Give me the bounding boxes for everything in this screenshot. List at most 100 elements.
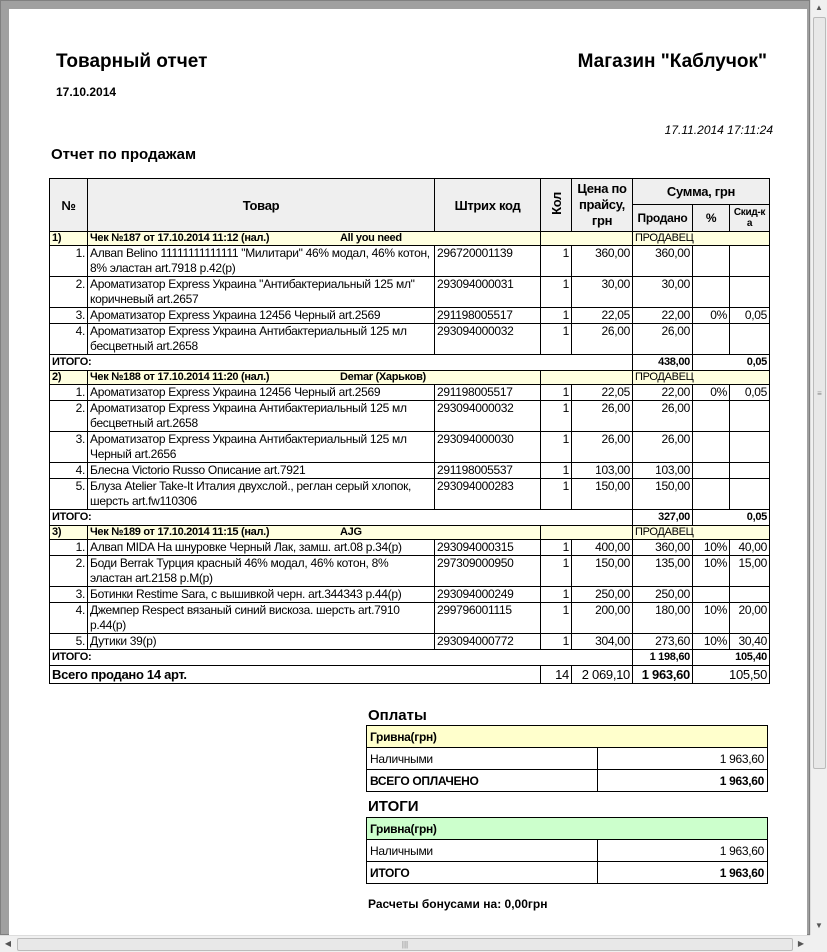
item-discount-pct — [692, 400, 730, 432]
item-discount-pct — [692, 586, 730, 603]
item-index: 3. — [49, 586, 88, 603]
item-index: 4. — [49, 602, 88, 634]
receipt-title: Чек №188 от 17.10.2014 11:20 (нал.) — [90, 371, 270, 383]
item-index: 2. — [49, 276, 88, 308]
col-num: № — [49, 178, 88, 232]
item-index: 1. — [49, 245, 88, 277]
receipt-header-row: 2) Чек №188 от 17.10.2014 11:20 (нал.) Dem… — [49, 370, 770, 385]
item-discount: 20,00 — [729, 602, 770, 634]
grand-total-row: Всего продано 14 арт. 14 2 069,10 1 963,60 1… — [49, 665, 770, 684]
item-discount — [729, 245, 770, 277]
item-price: 26,00 — [571, 323, 633, 355]
item-price: 400,00 — [571, 539, 633, 556]
item-qty: 1 — [540, 555, 572, 587]
scroll-up-icon[interactable]: ▲ — [815, 3, 823, 12]
item-barcode: 293094000030 — [434, 431, 541, 463]
total-discount: 0,05 — [692, 509, 770, 526]
item-qty: 1 — [540, 539, 572, 556]
item-discount-pct — [692, 276, 730, 308]
item-price: 103,00 — [571, 462, 633, 479]
item-discount-pct: 10% — [692, 633, 730, 650]
item-qty: 1 — [540, 462, 572, 479]
bonus-info: Расчеты бонусами на: 0,00грн — [368, 897, 548, 911]
item-index: 4. — [49, 462, 88, 479]
item-price: 26,00 — [571, 400, 633, 432]
item-discount-pct: 0% — [692, 307, 730, 324]
horizontal-scrollbar[interactable]: ◀ ||| ▶ — [0, 935, 810, 952]
item-discount — [729, 586, 770, 603]
item-qty: 1 — [540, 276, 572, 308]
item-price: 360,00 — [571, 245, 633, 277]
item-barcode: 293094000249 — [434, 586, 541, 603]
item-index: 2. — [49, 555, 88, 587]
vertical-scrollbar[interactable]: ▲ ≡ ▼ — [810, 0, 827, 935]
payments-total-label: ВСЕГО ОПЛАЧЕНО — [366, 769, 598, 792]
item-index: 4. — [49, 323, 88, 355]
item-discount-pct: 10% — [692, 555, 730, 587]
item-discount — [729, 462, 770, 479]
grand-total-label: Всего продано 14 арт. — [49, 665, 541, 684]
receipt-total-row: ИТОГО: 438,00 0,05 — [49, 354, 770, 371]
totals-total-label: ИТОГО — [366, 861, 598, 884]
item-discount — [729, 323, 770, 355]
item-index: 1. — [49, 384, 88, 401]
item-discount — [729, 400, 770, 432]
receipt-header-row: 1) Чек №187 от 17.10.2014 11:12 (нал.) All… — [49, 231, 770, 246]
item-discount-pct — [692, 431, 730, 463]
item-sold: 150,00 — [632, 478, 693, 510]
item-price: 26,00 — [571, 431, 633, 463]
item-barcode: 293094000032 — [434, 400, 541, 432]
store-name: Магазин "Каблучок" — [577, 51, 767, 72]
table-row: 1. Алвап MIDA На шнуровке Черный Лак, зам… — [49, 539, 770, 556]
seller-label: ПРОДАВЕЦ — [632, 370, 770, 385]
col-price: Цена по прайсу, грн — [571, 178, 633, 232]
item-discount: 30,40 — [729, 633, 770, 650]
item-name: Ароматизатор Express Украина Антибактери… — [87, 323, 435, 355]
table-row: 1. Ароматизатор Express Украина 12456 Чер… — [49, 384, 770, 401]
total-discount: 105,40 — [692, 649, 770, 666]
item-discount: 0,05 — [729, 384, 770, 401]
item-discount-pct: 10% — [692, 602, 730, 634]
item-qty: 1 — [540, 323, 572, 355]
payments-currency: Гривна(грн) — [366, 725, 768, 748]
report-page: Товарный отчет 17.10.2014 Магазин "Каблу… — [9, 9, 807, 936]
receipt-title: Чек №187 от 17.10.2014 11:12 (нал.) — [90, 232, 270, 244]
payments-table: Гривна(грн) Наличными 1 963,60 ВСЕГО ОПЛА… — [366, 725, 768, 792]
item-price: 200,00 — [571, 602, 633, 634]
item-name: Блуза Atelier Take-It Италия двухслой., … — [87, 478, 435, 510]
receipt-title-cell: Чек №187 от 17.10.2014 11:12 (нал.) All y… — [87, 231, 541, 246]
item-price: 150,00 — [571, 478, 633, 510]
horizontal-scroll-thumb[interactable]: ||| — [17, 938, 793, 951]
item-price: 304,00 — [571, 633, 633, 650]
scroll-left-icon[interactable]: ◀ — [4, 939, 12, 948]
total-label: ИТОГО: — [49, 649, 633, 666]
item-price: 150,00 — [571, 555, 633, 587]
item-barcode: 291198005517 — [434, 384, 541, 401]
totals-currency: Гривна(грн) — [366, 817, 768, 840]
item-qty: 1 — [540, 602, 572, 634]
table-row: 3. Ароматизатор Express Украина Антибакте… — [49, 431, 770, 463]
vertical-scroll-thumb[interactable]: ≡ — [813, 17, 826, 769]
item-price: 30,00 — [571, 276, 633, 308]
payments-title: Оплаты — [368, 707, 427, 724]
item-sold: 250,00 — [632, 586, 693, 603]
total-label: ИТОГО: — [49, 509, 633, 526]
item-sold: 135,00 — [632, 555, 693, 587]
item-sold: 26,00 — [632, 323, 693, 355]
totals-amount: 1 963,60 — [597, 839, 768, 862]
receipt-header-row: 3) Чек №189 от 17.10.2014 11:15 (нал.) AJG… — [49, 525, 770, 540]
scroll-down-icon[interactable]: ▼ — [815, 921, 823, 930]
payment-method: Наличными — [366, 747, 598, 770]
item-barcode: 293094000031 — [434, 276, 541, 308]
viewer-frame: Товарный отчет 17.10.2014 Магазин "Каблу… — [0, 0, 810, 936]
total-sold: 327,00 — [632, 509, 693, 526]
item-discount: 15,00 — [729, 555, 770, 587]
scroll-right-icon[interactable]: ▶ — [797, 939, 805, 948]
payment-amount: 1 963,60 — [597, 747, 768, 770]
item-discount-pct — [692, 462, 730, 479]
totals-method: Наличными — [366, 839, 598, 862]
item-sold: 360,00 — [632, 539, 693, 556]
item-barcode: 297309000950 — [434, 555, 541, 587]
table-row: 4. Блесна Victorio Russo Описание art.792… — [49, 462, 770, 479]
blank — [540, 231, 633, 246]
